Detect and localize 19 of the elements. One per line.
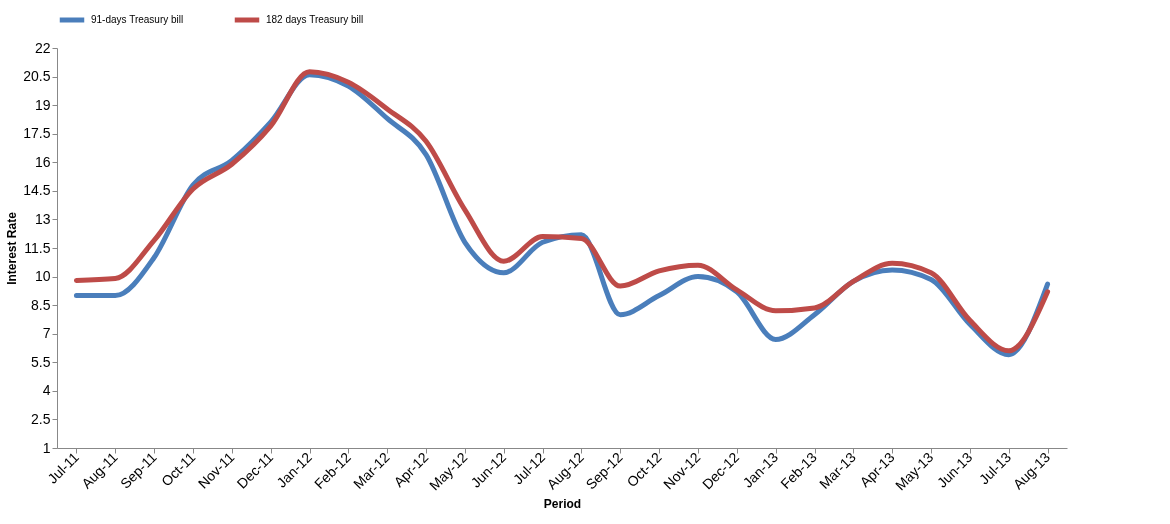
y-tick-label: 19 xyxy=(34,96,51,113)
y-tick-label: 17.5 xyxy=(23,125,51,142)
y-tick-label: 11.5 xyxy=(24,239,51,256)
y-tick-label: 4 xyxy=(42,382,51,399)
y-tick-label: 7 xyxy=(42,325,51,342)
y-tick-label: 2.5 xyxy=(31,410,51,427)
y-tick-label: 20.5 xyxy=(23,68,51,85)
y-tick-label: 14.5 xyxy=(23,182,51,199)
x-axis-title: Period xyxy=(543,497,582,512)
y-tick-label: 5.5 xyxy=(31,353,51,370)
y-tick-label: 13 xyxy=(34,210,51,227)
y-tick-label: 16 xyxy=(34,153,51,170)
legend-label: 182 days Treasury bill xyxy=(266,14,364,25)
y-tick-label: 22 xyxy=(34,39,51,56)
y-axis-title: Interest Rate xyxy=(5,211,20,285)
y-tick-label: 1 xyxy=(42,439,51,456)
y-tick-label: 10 xyxy=(34,268,51,285)
legend-label: 91-days Treasury bill xyxy=(91,14,184,25)
y-tick-label: 8.5 xyxy=(31,296,51,313)
